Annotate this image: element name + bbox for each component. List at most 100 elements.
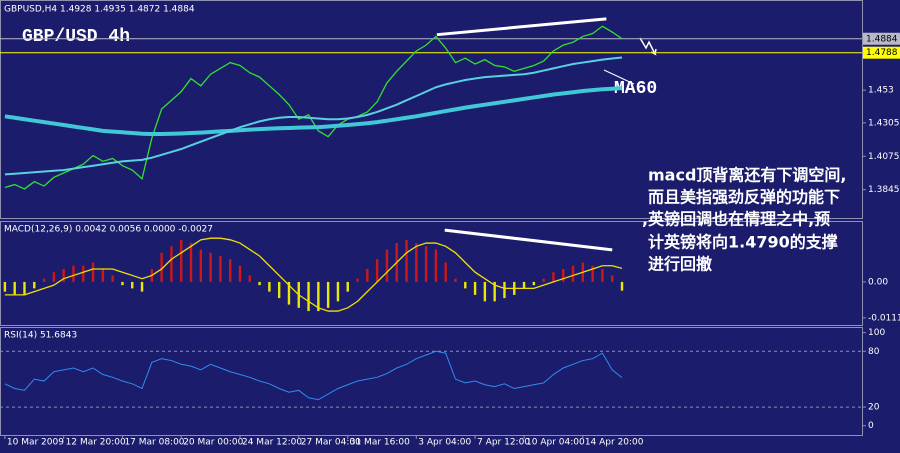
series-line [4,350,623,401]
x-tick-label: 27 Mar 04:00 [301,438,361,448]
histogram-bar [228,259,232,282]
histogram-bar [13,281,16,295]
note-line: 进行回撤 [648,255,712,274]
y-tick-label: 1.4305 [868,118,900,128]
x-tick-label: 20 Mar 00:00 [183,438,243,448]
histogram-bar [562,268,565,282]
histogram-bar [483,281,487,302]
histogram-bar [620,281,624,291]
histogram-bar [72,265,75,282]
histogram-bar [444,262,447,282]
x-tick-label: 31 Mar 16:00 [350,438,410,448]
chart-title: GBP/USD 4h [22,27,130,47]
y-tick-label: 1.3845 [868,185,900,195]
histogram-bar [248,275,251,282]
price-box [863,46,900,59]
x-tick-label: 12 Mar 20:00 [66,438,126,448]
y-tick-label: -0.0111 [868,313,900,323]
price-frame [0,0,863,219]
histogram-bar [375,259,379,282]
y-tick-label: 1.453 [868,86,894,96]
histogram-bar [552,272,555,282]
histogram-bar [356,278,359,282]
histogram-bar [3,281,7,292]
ma-label: MA60 [614,79,657,99]
histogram-bar [258,281,261,286]
histogram-bar [277,281,281,299]
histogram-bar [542,278,545,282]
frames [0,0,863,436]
x-tick-label: 10 Apr 04:00 [526,438,585,448]
series-line [4,237,623,312]
trend-line [436,17,607,37]
arrow [639,37,657,56]
note-line: macd顶背离还有下调空间, [648,166,847,185]
histogram-bar [23,281,26,295]
histogram-bar [571,265,575,282]
y-tick-label: 100 [868,328,885,338]
price-box-label: 1.4788 [866,48,898,58]
histogram-bar [82,265,85,282]
histogram-bar [346,281,349,292]
note-line: 而且美指强劲反弹的功能下 [648,188,840,207]
histogram-bar [464,281,467,289]
rsi-frame [0,327,863,436]
panel-header: RSI(14) 51.6843 [4,331,77,341]
histogram-bar [366,268,369,282]
y-tick-label: 0.00 [868,277,888,287]
histogram-bar [33,281,36,289]
x-tick-label: 10 Mar 2009 [7,438,64,448]
histogram-bar [307,281,310,312]
histogram-bar [591,265,594,282]
y-tick-label: 0 [868,421,874,431]
x-tick-label: 3 Apr 04:00 [418,438,471,448]
series-line [4,86,623,137]
pointer [603,69,635,85]
histogram-bar [52,272,56,282]
y-tick-label: 20 [868,403,880,413]
panel-header: GBPUSD,H4 1.4928 1.4935 1.4872 1.4884 [4,5,195,15]
histogram-bar [62,268,65,282]
histogram-bar [317,281,320,312]
histogram-bar [415,243,418,282]
histogram-bar [111,275,114,282]
histogram-bar [170,246,173,282]
histogram-bar [209,252,212,282]
histogram-bar [336,281,340,302]
histogram-bar [405,239,408,282]
x-tick-label: 7 Apr 12:00 [477,438,530,448]
histogram-bar [91,262,95,282]
histogram-bar [219,256,222,282]
histogram-bar [611,275,614,282]
histogram-bar [385,249,389,282]
histogram-bar [101,268,105,282]
histogram-bar [121,281,124,286]
trend-line [444,228,613,252]
histogram-bar [287,281,291,305]
histogram-bar [493,281,496,302]
x-tick-label: 14 Apr 20:00 [585,438,644,448]
histogram-bar [131,281,134,289]
histogram-bar [473,281,477,295]
panel-header: MACD(12,26,9) 0.0042 0.0056 0.0000 -0.00… [4,225,213,235]
x-tick-label: 24 Mar 12:00 [242,438,302,448]
y-tick-label: 1.4075 [868,152,900,162]
histogram-bar [434,249,438,282]
histogram-bar [238,265,242,282]
note-line: 计英镑将向1.4790的支撑 [648,233,838,252]
price-box [863,32,900,45]
histogram-bar [454,278,457,282]
histogram-bar [601,268,604,282]
histogram-bar [160,252,163,282]
series-line [4,56,623,176]
histogram-bar [503,281,506,299]
price-box-label: 1.4884 [866,34,898,44]
histogram-bar [424,246,428,282]
histogram-bar [42,278,46,282]
series-line [4,25,623,190]
histogram-bar [140,281,144,292]
histogram-bar [268,281,271,292]
histogram-bar [522,281,526,289]
